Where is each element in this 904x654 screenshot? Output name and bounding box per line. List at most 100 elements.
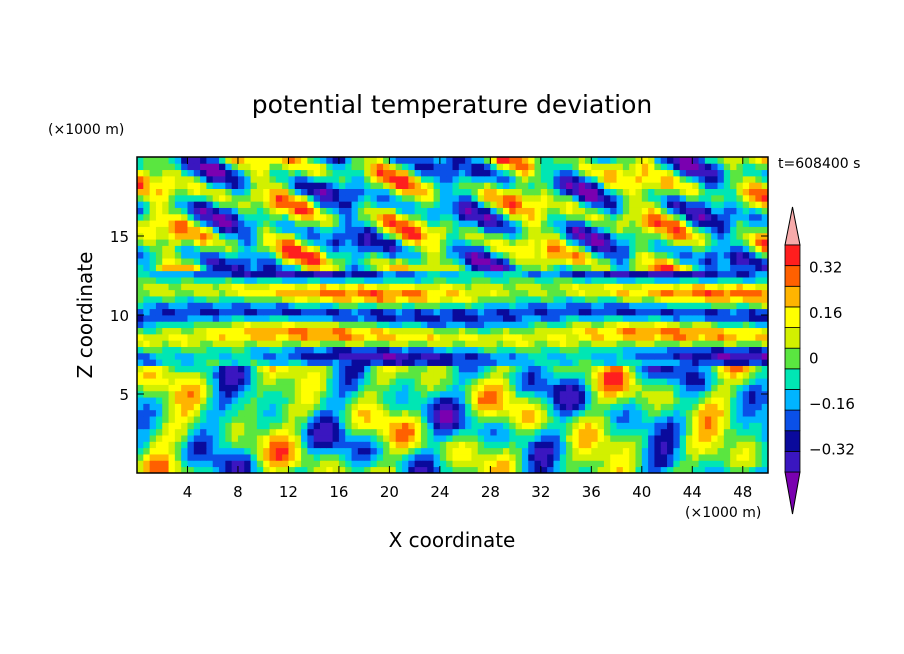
field-cell (143, 175, 151, 183)
field-cell (585, 264, 592, 272)
field-cell (585, 416, 592, 423)
field-cell (515, 163, 523, 171)
field-cell (742, 163, 750, 171)
field-cell (168, 384, 176, 392)
field-cell (389, 371, 397, 379)
field-cell (515, 188, 523, 196)
field-cell (540, 371, 548, 379)
field-cell (610, 226, 617, 234)
field-cell (616, 447, 624, 455)
field-cell (326, 277, 334, 284)
field-cell (256, 239, 264, 246)
field-cell (219, 245, 226, 253)
field-cell (162, 466, 169, 474)
field-cell (540, 315, 548, 322)
field-cell (471, 365, 479, 373)
field-cell (742, 321, 750, 329)
field-cell (477, 441, 485, 449)
field-cell (465, 460, 472, 468)
field-cell (256, 403, 264, 411)
field-cell (149, 175, 157, 183)
field-cell (490, 157, 498, 164)
field-cell (326, 245, 334, 253)
field-cell (433, 245, 441, 253)
field-cell (673, 460, 681, 468)
field-cell (149, 397, 157, 404)
field-cell (376, 270, 384, 278)
field-cell (288, 283, 296, 291)
field-cell (723, 365, 731, 373)
field-cell (376, 163, 384, 171)
field-cell (717, 289, 725, 297)
field-cell (534, 283, 542, 291)
field-cell (307, 346, 315, 354)
field-cell (395, 352, 403, 360)
field-cell (679, 416, 687, 423)
field-cell (452, 352, 460, 360)
field-cell (528, 308, 535, 316)
field-cell (553, 175, 561, 183)
field-cell (566, 454, 573, 461)
field-cell (225, 378, 233, 385)
field-cell (244, 289, 251, 297)
field-cell (357, 416, 365, 423)
field-cell (704, 283, 712, 291)
field-cell (288, 327, 296, 335)
field-cell (559, 245, 567, 253)
field-cell (540, 359, 548, 366)
field-cell (673, 163, 681, 171)
field-cell (338, 270, 346, 278)
field-cell (502, 340, 510, 347)
field-cell (250, 466, 258, 474)
field-cell (219, 378, 226, 385)
field-cell (155, 251, 163, 259)
field-cell (250, 315, 258, 322)
field-cell (452, 157, 460, 164)
field-cell (313, 302, 321, 310)
field-cell (458, 308, 466, 316)
field-cell (477, 321, 485, 329)
field-cell (250, 157, 258, 164)
field-cell (231, 251, 239, 259)
field-cell (181, 365, 188, 373)
field-cell (603, 175, 611, 183)
field-cell (704, 333, 712, 341)
field-cell (275, 352, 283, 360)
field-cell (237, 232, 245, 240)
field-cell (219, 365, 226, 373)
field-cell (553, 447, 561, 455)
field-cell (275, 175, 283, 183)
field-cell (679, 428, 687, 436)
field-cell (597, 308, 605, 316)
field-cell (736, 169, 744, 177)
field-cell (667, 296, 674, 303)
field-cell (326, 289, 334, 297)
field-cell (319, 409, 327, 417)
field-cell (629, 188, 636, 196)
field-cell (591, 371, 599, 379)
field-cell (149, 296, 157, 303)
field-cell (395, 157, 403, 164)
field-cell (553, 232, 561, 240)
field-cell (282, 207, 289, 215)
field-cell (307, 416, 315, 423)
field-cell (648, 340, 655, 347)
field-cell (667, 384, 674, 392)
field-cell (540, 454, 548, 461)
field-cell (490, 296, 498, 303)
field-cell (155, 371, 163, 379)
field-cell (364, 264, 371, 272)
field-cell (749, 447, 756, 455)
field-cell (553, 390, 561, 398)
field-cell (263, 403, 270, 411)
field-cell (162, 416, 169, 423)
field-cell (351, 416, 359, 423)
field-cell (345, 409, 352, 417)
field-cell (547, 251, 554, 259)
field-cell (610, 302, 617, 310)
field-cell (509, 378, 516, 385)
field-cell (256, 416, 264, 423)
field-cell (509, 157, 516, 164)
field-cell (692, 157, 699, 164)
field-cell (452, 390, 460, 398)
